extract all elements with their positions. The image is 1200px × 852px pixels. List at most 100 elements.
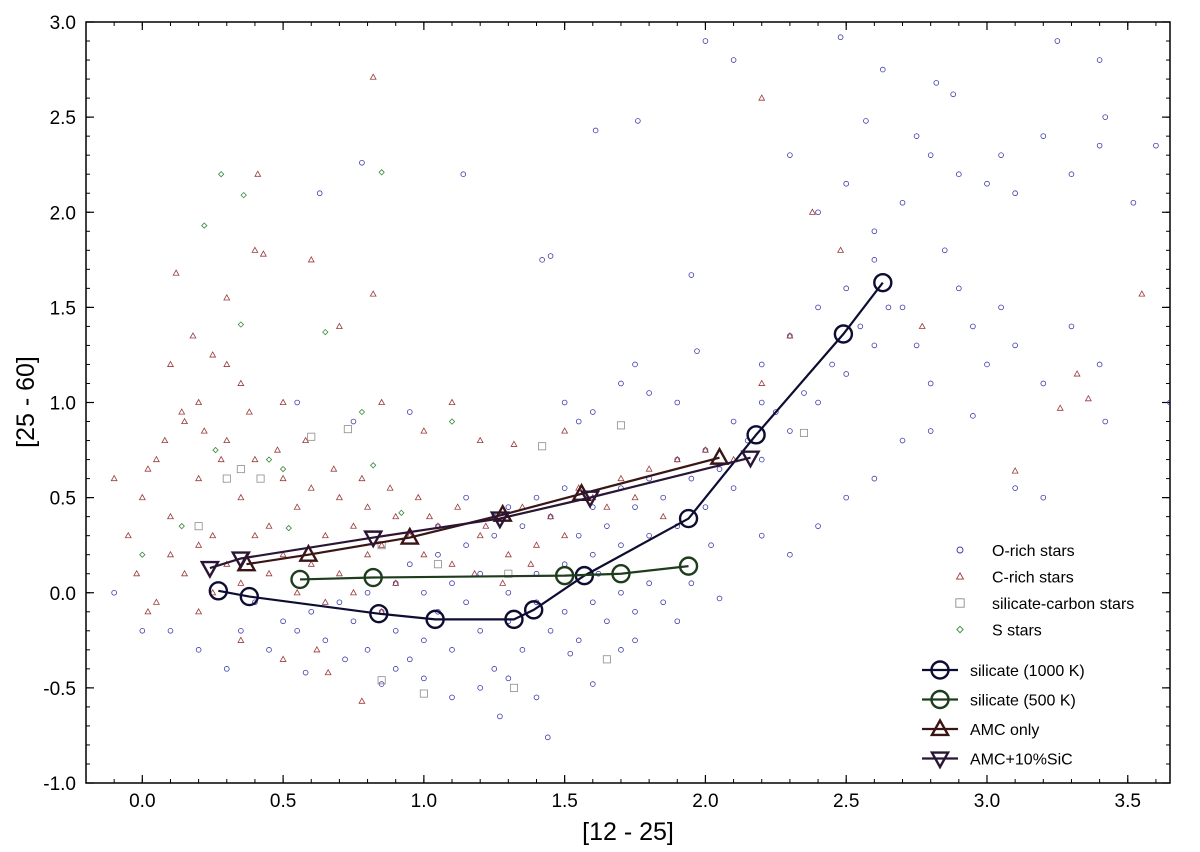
data-point — [815, 209, 821, 216]
data-point — [632, 637, 638, 644]
data-point — [223, 294, 231, 301]
data-point — [843, 180, 850, 187]
legend-label: O-rich stars — [992, 543, 1075, 560]
data-point — [984, 180, 990, 187]
data-point — [212, 446, 219, 454]
data-point — [694, 348, 700, 354]
data-point — [195, 647, 202, 653]
data-point — [497, 713, 503, 720]
model-marker — [399, 526, 420, 545]
data-point — [1138, 290, 1146, 297]
data-point — [1056, 404, 1064, 411]
x-tick-label: 1.0 — [411, 791, 437, 812]
data-point — [321, 531, 329, 539]
model-marker — [230, 551, 251, 570]
model-marker — [425, 609, 445, 630]
data-point — [201, 222, 208, 229]
data-point — [602, 655, 611, 664]
legend-label: S stars — [992, 623, 1042, 640]
data-point — [406, 409, 413, 415]
data-point — [505, 675, 512, 682]
data-point — [349, 588, 358, 596]
data-point — [899, 304, 906, 311]
data-point — [463, 542, 469, 548]
y-tick-label: -0.5 — [43, 679, 76, 700]
legend-marker — [955, 598, 965, 608]
data-point — [956, 171, 962, 178]
data-point — [1068, 171, 1075, 178]
data-point — [392, 579, 400, 586]
data-point — [927, 152, 934, 158]
data-point — [398, 509, 405, 517]
data-point — [449, 580, 455, 587]
data-point — [178, 408, 186, 415]
data-point — [279, 655, 287, 662]
data-point — [533, 494, 540, 501]
data-point — [302, 436, 310, 444]
data-point — [321, 598, 329, 605]
data-point — [773, 409, 779, 415]
data-point — [702, 504, 709, 510]
legend-label: AMC+10%SiC — [970, 752, 1073, 769]
data-point — [970, 323, 976, 330]
data-point — [505, 504, 512, 510]
data-point — [1153, 142, 1159, 149]
data-point — [369, 73, 377, 80]
data-point — [758, 379, 766, 386]
data-point — [504, 569, 513, 578]
data-point — [871, 475, 878, 482]
data-point — [364, 503, 372, 510]
data-point — [843, 371, 850, 377]
data-point — [635, 118, 641, 124]
data-point — [152, 598, 160, 605]
axis-ticks: 0.0 0.5 1.0 1.5 2.0 2.5 3.0 3.5 -1.0 -0.5 0.0 0.5 1.… — [43, 13, 1170, 812]
data-point — [370, 462, 377, 469]
y-tick-label: 2.0 — [50, 203, 76, 224]
data-point — [758, 94, 766, 101]
data-point — [280, 618, 286, 625]
data-point — [674, 618, 681, 625]
data-point — [504, 550, 512, 558]
y-tick-label: 3.0 — [50, 13, 76, 34]
model-marker — [709, 446, 730, 465]
legend-label: C-rich stars — [992, 570, 1074, 587]
data-point — [139, 551, 146, 558]
data-point — [561, 561, 568, 568]
data-point — [358, 697, 366, 704]
data-point — [758, 361, 765, 368]
model-marker — [369, 603, 389, 624]
data-point — [730, 485, 737, 491]
data-point — [885, 304, 892, 311]
data-point — [178, 522, 185, 530]
data-point — [279, 474, 287, 482]
data-point — [1167, 399, 1170, 406]
data-point — [547, 627, 554, 634]
data-point — [1130, 199, 1137, 206]
data-point — [195, 474, 203, 482]
data-point — [617, 474, 625, 482]
data-point — [837, 34, 844, 41]
data-point — [547, 253, 554, 259]
data-point — [166, 360, 174, 367]
data-point — [322, 328, 329, 336]
data-point — [307, 560, 315, 567]
data-point — [871, 257, 878, 263]
x-tick-label: 0.0 — [129, 791, 155, 812]
data-point — [509, 683, 518, 692]
data-point — [358, 408, 366, 416]
data-point — [632, 504, 638, 510]
data-point — [222, 474, 231, 483]
model-series — [208, 272, 893, 630]
data-point — [223, 436, 231, 444]
data-point — [532, 541, 541, 548]
legend-marker — [956, 546, 964, 554]
legend-marker — [955, 571, 965, 580]
legend-label: silicate (500 K) — [970, 693, 1076, 710]
data-point — [918, 322, 926, 329]
data-point — [454, 503, 462, 510]
data-point — [688, 475, 695, 482]
data-point — [837, 246, 845, 253]
model-marker — [554, 565, 575, 586]
data-point — [463, 599, 469, 606]
data-point — [336, 599, 343, 606]
